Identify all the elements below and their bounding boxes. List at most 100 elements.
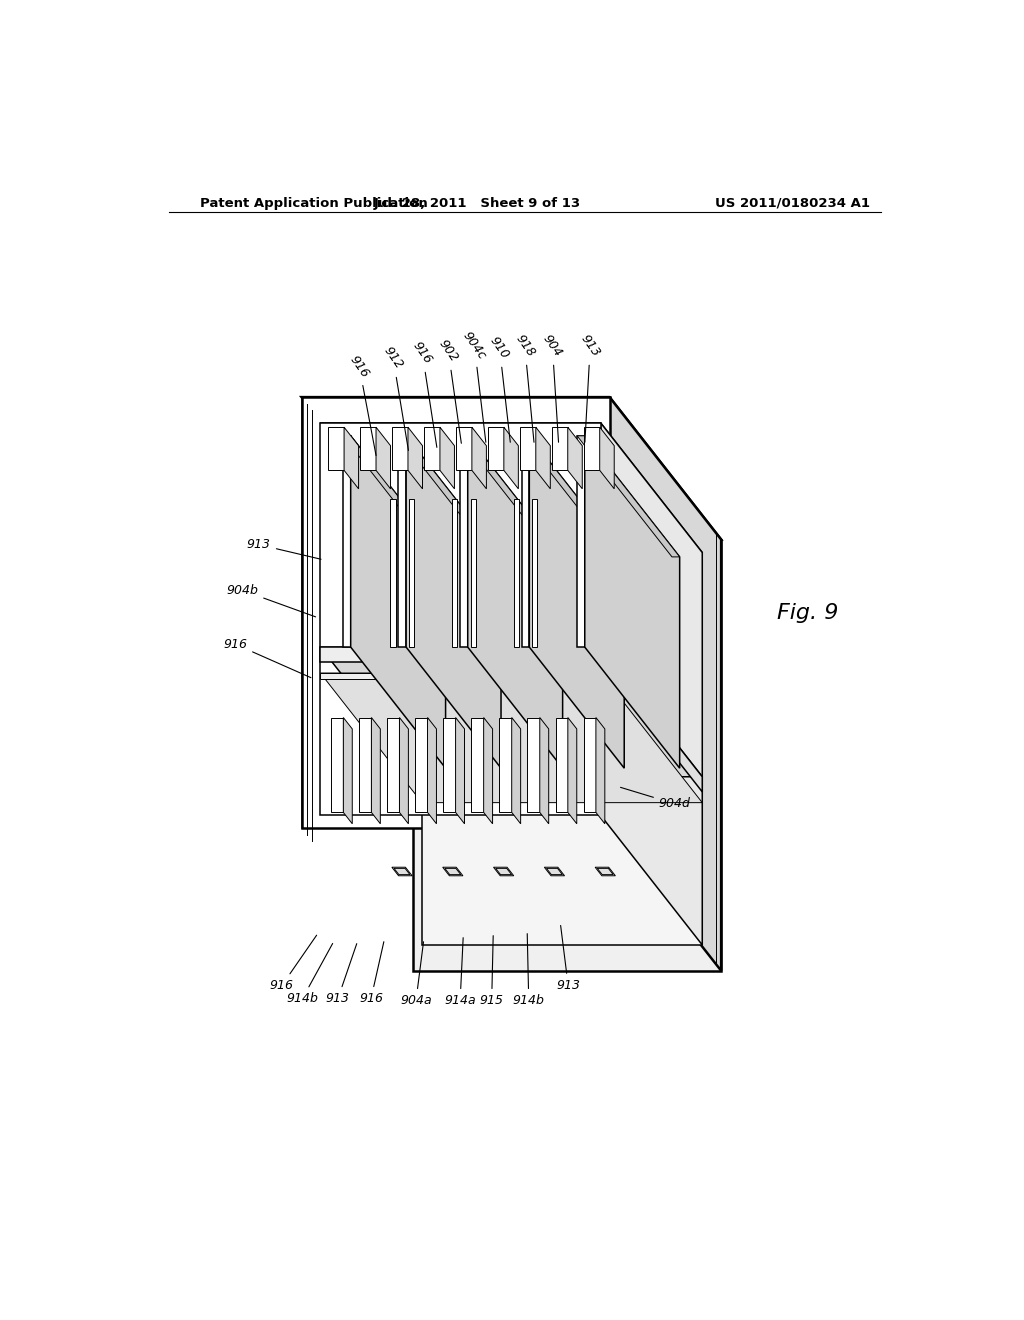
Text: 902: 902	[436, 338, 462, 444]
Polygon shape	[595, 867, 615, 875]
Text: 918: 918	[513, 333, 537, 442]
Text: 913: 913	[556, 925, 581, 991]
Polygon shape	[552, 428, 567, 470]
Polygon shape	[529, 436, 625, 768]
Polygon shape	[331, 718, 343, 812]
Polygon shape	[456, 718, 465, 824]
Polygon shape	[504, 428, 518, 488]
Text: 913: 913	[247, 539, 322, 560]
Polygon shape	[398, 436, 501, 557]
Polygon shape	[494, 867, 514, 875]
Polygon shape	[471, 718, 483, 812]
Polygon shape	[527, 718, 540, 812]
Polygon shape	[344, 428, 358, 488]
Polygon shape	[578, 436, 585, 647]
Text: 904a: 904a	[400, 941, 432, 1007]
Polygon shape	[596, 718, 605, 824]
Text: 916: 916	[410, 339, 437, 447]
Polygon shape	[545, 867, 564, 875]
Text: 912: 912	[381, 345, 409, 450]
Polygon shape	[422, 553, 702, 945]
Polygon shape	[521, 436, 625, 557]
Text: Fig. 9: Fig. 9	[777, 603, 839, 623]
Polygon shape	[487, 428, 504, 470]
Polygon shape	[399, 718, 409, 824]
Polygon shape	[409, 499, 414, 647]
Polygon shape	[359, 718, 372, 812]
Polygon shape	[597, 869, 613, 875]
Polygon shape	[472, 428, 486, 488]
Polygon shape	[520, 428, 536, 470]
Polygon shape	[321, 422, 702, 553]
Polygon shape	[321, 647, 601, 663]
Polygon shape	[427, 718, 436, 824]
Polygon shape	[555, 718, 568, 812]
Polygon shape	[343, 718, 352, 824]
Polygon shape	[301, 397, 721, 540]
Polygon shape	[350, 436, 445, 768]
Polygon shape	[321, 647, 702, 776]
Polygon shape	[408, 428, 423, 488]
Polygon shape	[321, 673, 601, 680]
Polygon shape	[390, 499, 395, 647]
Polygon shape	[321, 422, 601, 816]
Text: 914a: 914a	[444, 937, 476, 1007]
Text: Patent Application Publication: Patent Application Publication	[200, 197, 428, 210]
Text: 914b: 914b	[513, 933, 545, 1007]
Polygon shape	[536, 428, 550, 488]
Polygon shape	[468, 436, 562, 768]
Polygon shape	[532, 499, 538, 647]
Polygon shape	[424, 428, 440, 470]
Text: 916: 916	[347, 352, 376, 455]
Polygon shape	[496, 869, 512, 875]
Polygon shape	[471, 499, 476, 647]
Text: 904: 904	[541, 333, 564, 442]
Polygon shape	[321, 673, 702, 803]
Polygon shape	[407, 436, 501, 768]
Polygon shape	[460, 436, 468, 647]
Polygon shape	[584, 428, 600, 470]
Polygon shape	[440, 428, 455, 488]
Polygon shape	[483, 718, 493, 824]
Polygon shape	[568, 718, 577, 824]
Polygon shape	[521, 436, 529, 647]
Polygon shape	[460, 436, 562, 557]
Polygon shape	[443, 718, 456, 812]
Polygon shape	[372, 718, 380, 824]
Polygon shape	[415, 718, 427, 812]
Polygon shape	[387, 718, 399, 812]
Text: 914b: 914b	[287, 944, 333, 1005]
Text: 913: 913	[578, 333, 602, 442]
Polygon shape	[601, 422, 702, 945]
Polygon shape	[392, 428, 408, 470]
Polygon shape	[609, 397, 721, 970]
Polygon shape	[514, 499, 519, 647]
Polygon shape	[585, 436, 680, 768]
Polygon shape	[600, 428, 614, 488]
Polygon shape	[301, 397, 609, 829]
Text: 913: 913	[326, 944, 356, 1005]
Text: 904d: 904d	[621, 787, 691, 810]
Polygon shape	[343, 436, 445, 557]
Polygon shape	[584, 718, 596, 812]
Polygon shape	[360, 428, 376, 470]
Text: US 2011/0180234 A1: US 2011/0180234 A1	[715, 197, 869, 210]
Polygon shape	[540, 718, 549, 824]
Text: 904b: 904b	[226, 583, 315, 616]
Polygon shape	[392, 867, 412, 875]
Text: 916: 916	[270, 935, 316, 991]
Text: 904c: 904c	[460, 329, 488, 442]
Text: 916: 916	[359, 941, 384, 1005]
Polygon shape	[413, 540, 721, 970]
Polygon shape	[376, 428, 390, 488]
Polygon shape	[452, 499, 457, 647]
Polygon shape	[601, 647, 702, 792]
Text: 916: 916	[223, 638, 311, 677]
Text: 915: 915	[479, 936, 504, 1007]
Text: Jul. 28, 2011   Sheet 9 of 13: Jul. 28, 2011 Sheet 9 of 13	[374, 197, 581, 210]
Polygon shape	[500, 718, 512, 812]
Polygon shape	[398, 436, 407, 647]
Polygon shape	[547, 869, 562, 875]
Polygon shape	[328, 428, 344, 470]
Polygon shape	[444, 869, 461, 875]
